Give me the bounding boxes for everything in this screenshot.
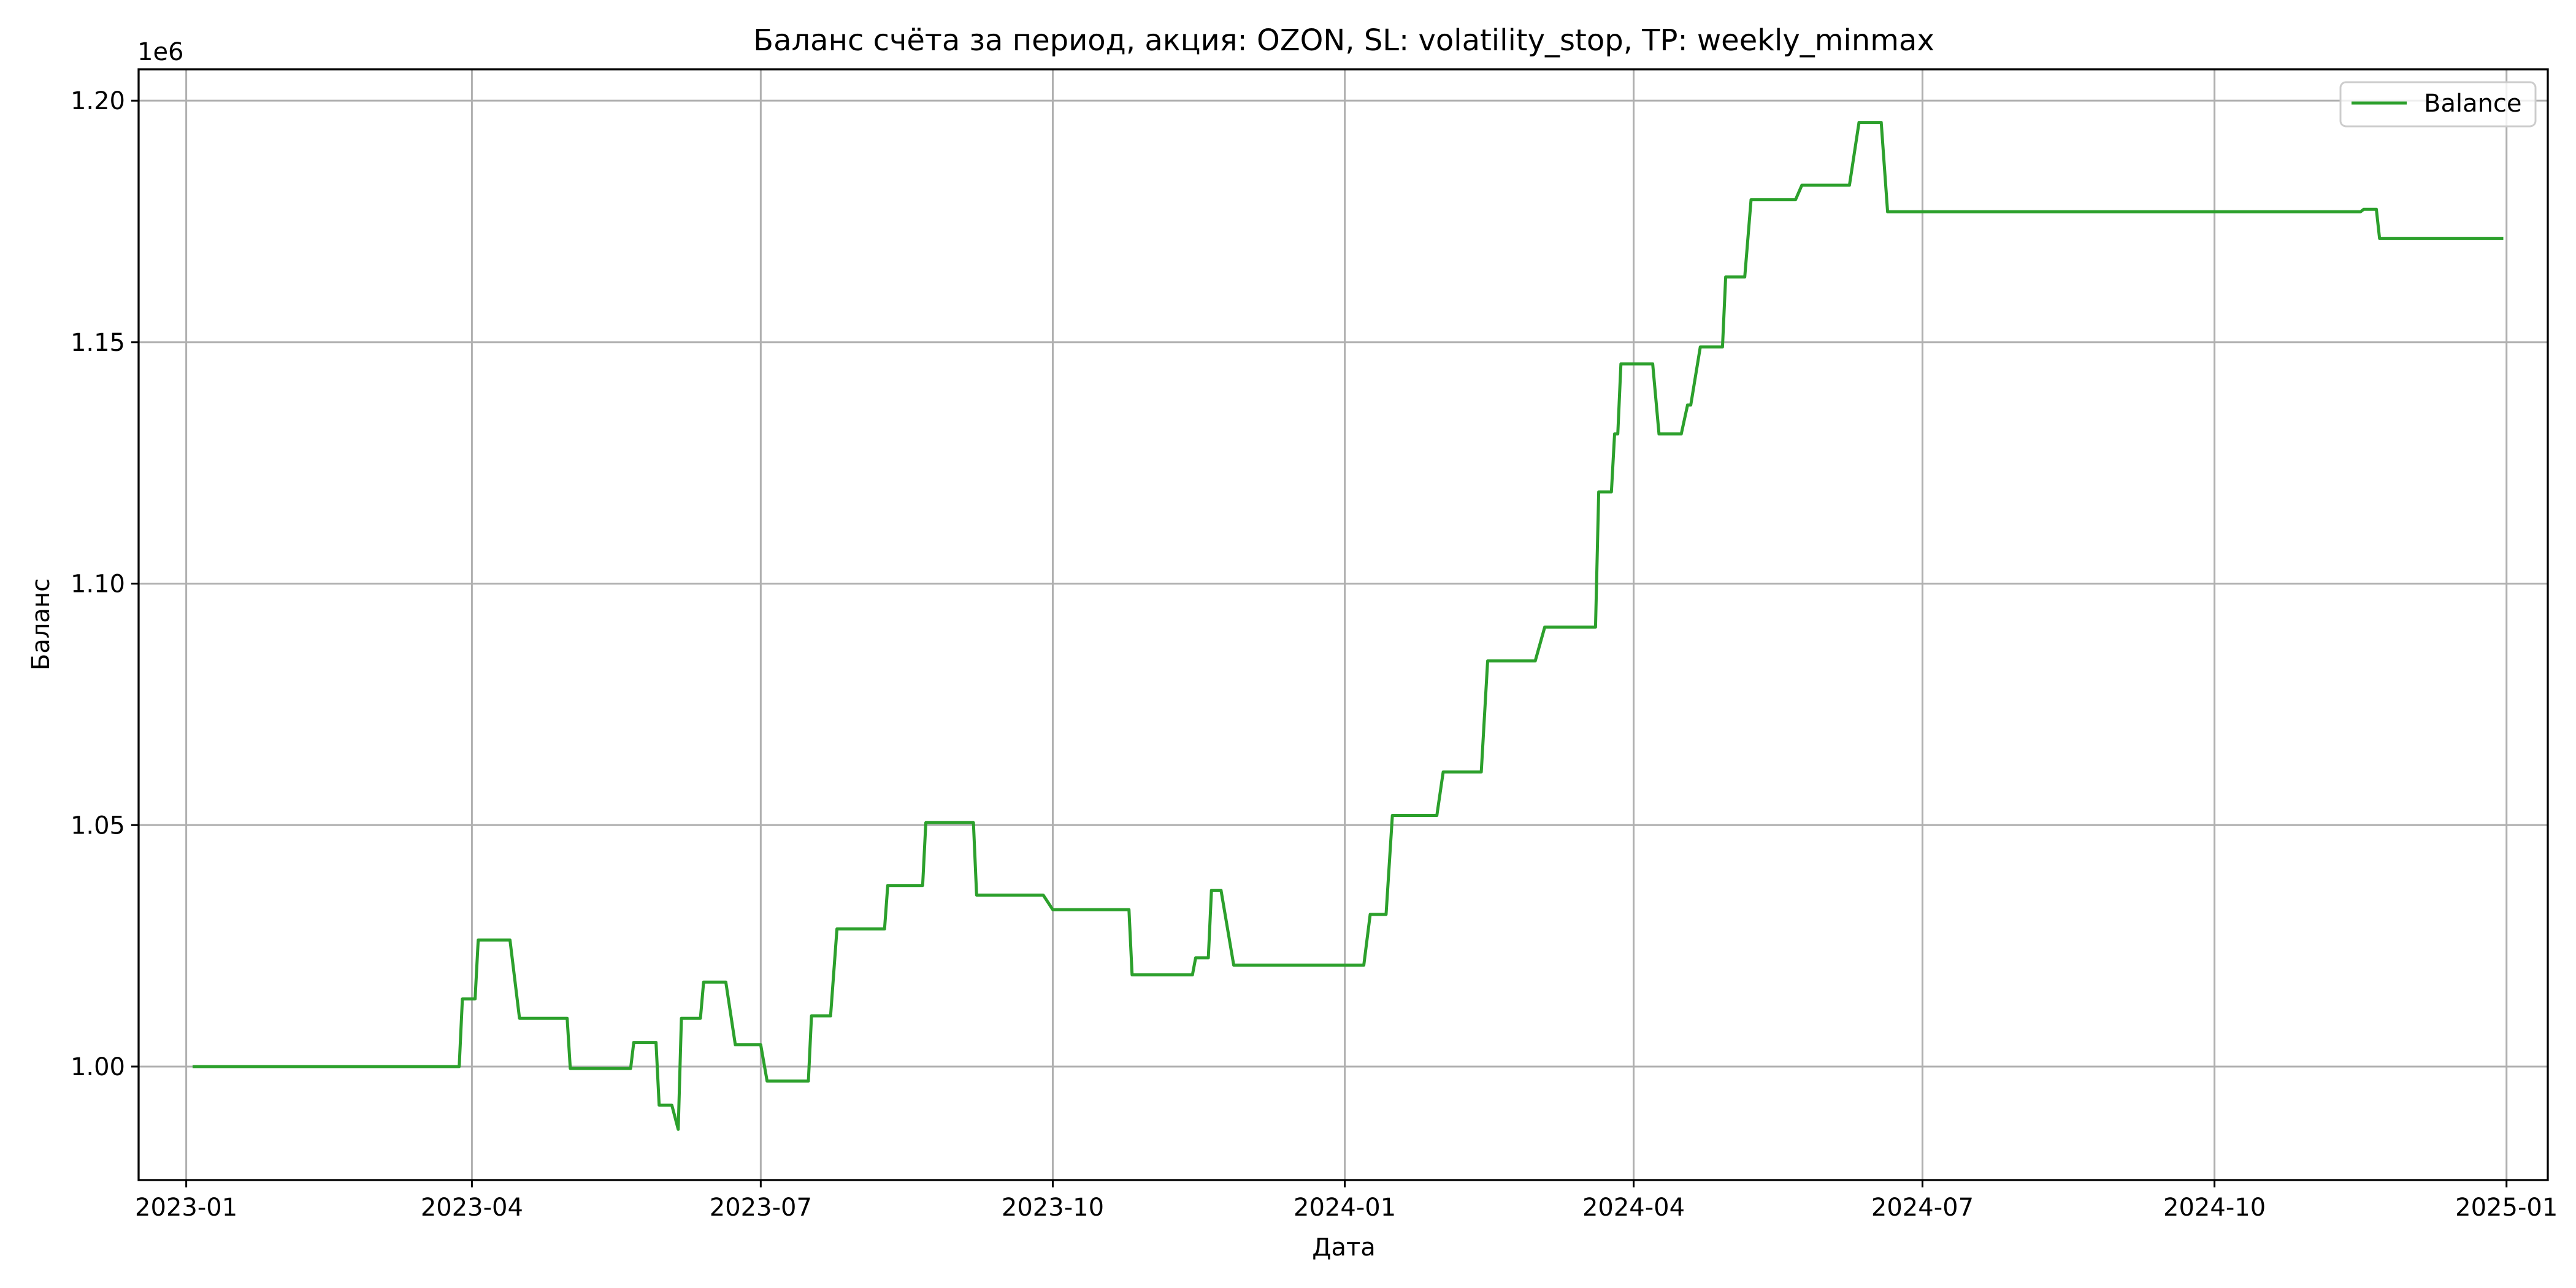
x-tick-label: 2023-10 (1002, 1194, 1104, 1222)
x-axis-label: Дата (1312, 1233, 1376, 1262)
legend: Balance (2339, 81, 2537, 128)
x-tick-label: 2024-01 (1294, 1194, 1396, 1222)
x-tick-label: 2024-07 (1871, 1194, 1974, 1222)
y-axis-ticks: 1.00 1.05 1.10 1.15 1.20 (71, 87, 139, 1081)
y-tick-label: 1.00 (71, 1053, 125, 1081)
y-tick-label: 1.10 (71, 570, 125, 599)
x-tick-label: 2023-01 (135, 1194, 237, 1222)
y-tick-label: 1.15 (71, 329, 125, 357)
grid-lines (139, 69, 2548, 1180)
y-offset-label: 1e6 (137, 38, 184, 66)
y-axis-label: Баланс (27, 578, 55, 670)
legend-box (2339, 81, 2537, 128)
y-tick-label: 1.20 (71, 87, 125, 115)
x-tick-label: 2023-04 (421, 1194, 523, 1222)
legend-label-balance: Balance (2424, 90, 2522, 118)
series-layer (193, 121, 2504, 1131)
x-tick-label: 2024-04 (1582, 1194, 1685, 1222)
series-line-balance (193, 121, 2504, 1131)
y-tick-label: 1.05 (71, 811, 125, 840)
plot-frame (137, 68, 2549, 1181)
x-axis-ticks: 2023-01 2023-04 2023-07 2023-10 2024-01 2024-… (135, 1180, 2558, 1222)
x-tick-label: 2025-01 (2455, 1194, 2558, 1222)
x-tick-label: 2023-07 (710, 1194, 812, 1222)
chart-title: Баланс счёта за период, акция: OZON, SL:… (753, 23, 1934, 58)
x-tick-label: 2024-10 (2163, 1194, 2266, 1222)
